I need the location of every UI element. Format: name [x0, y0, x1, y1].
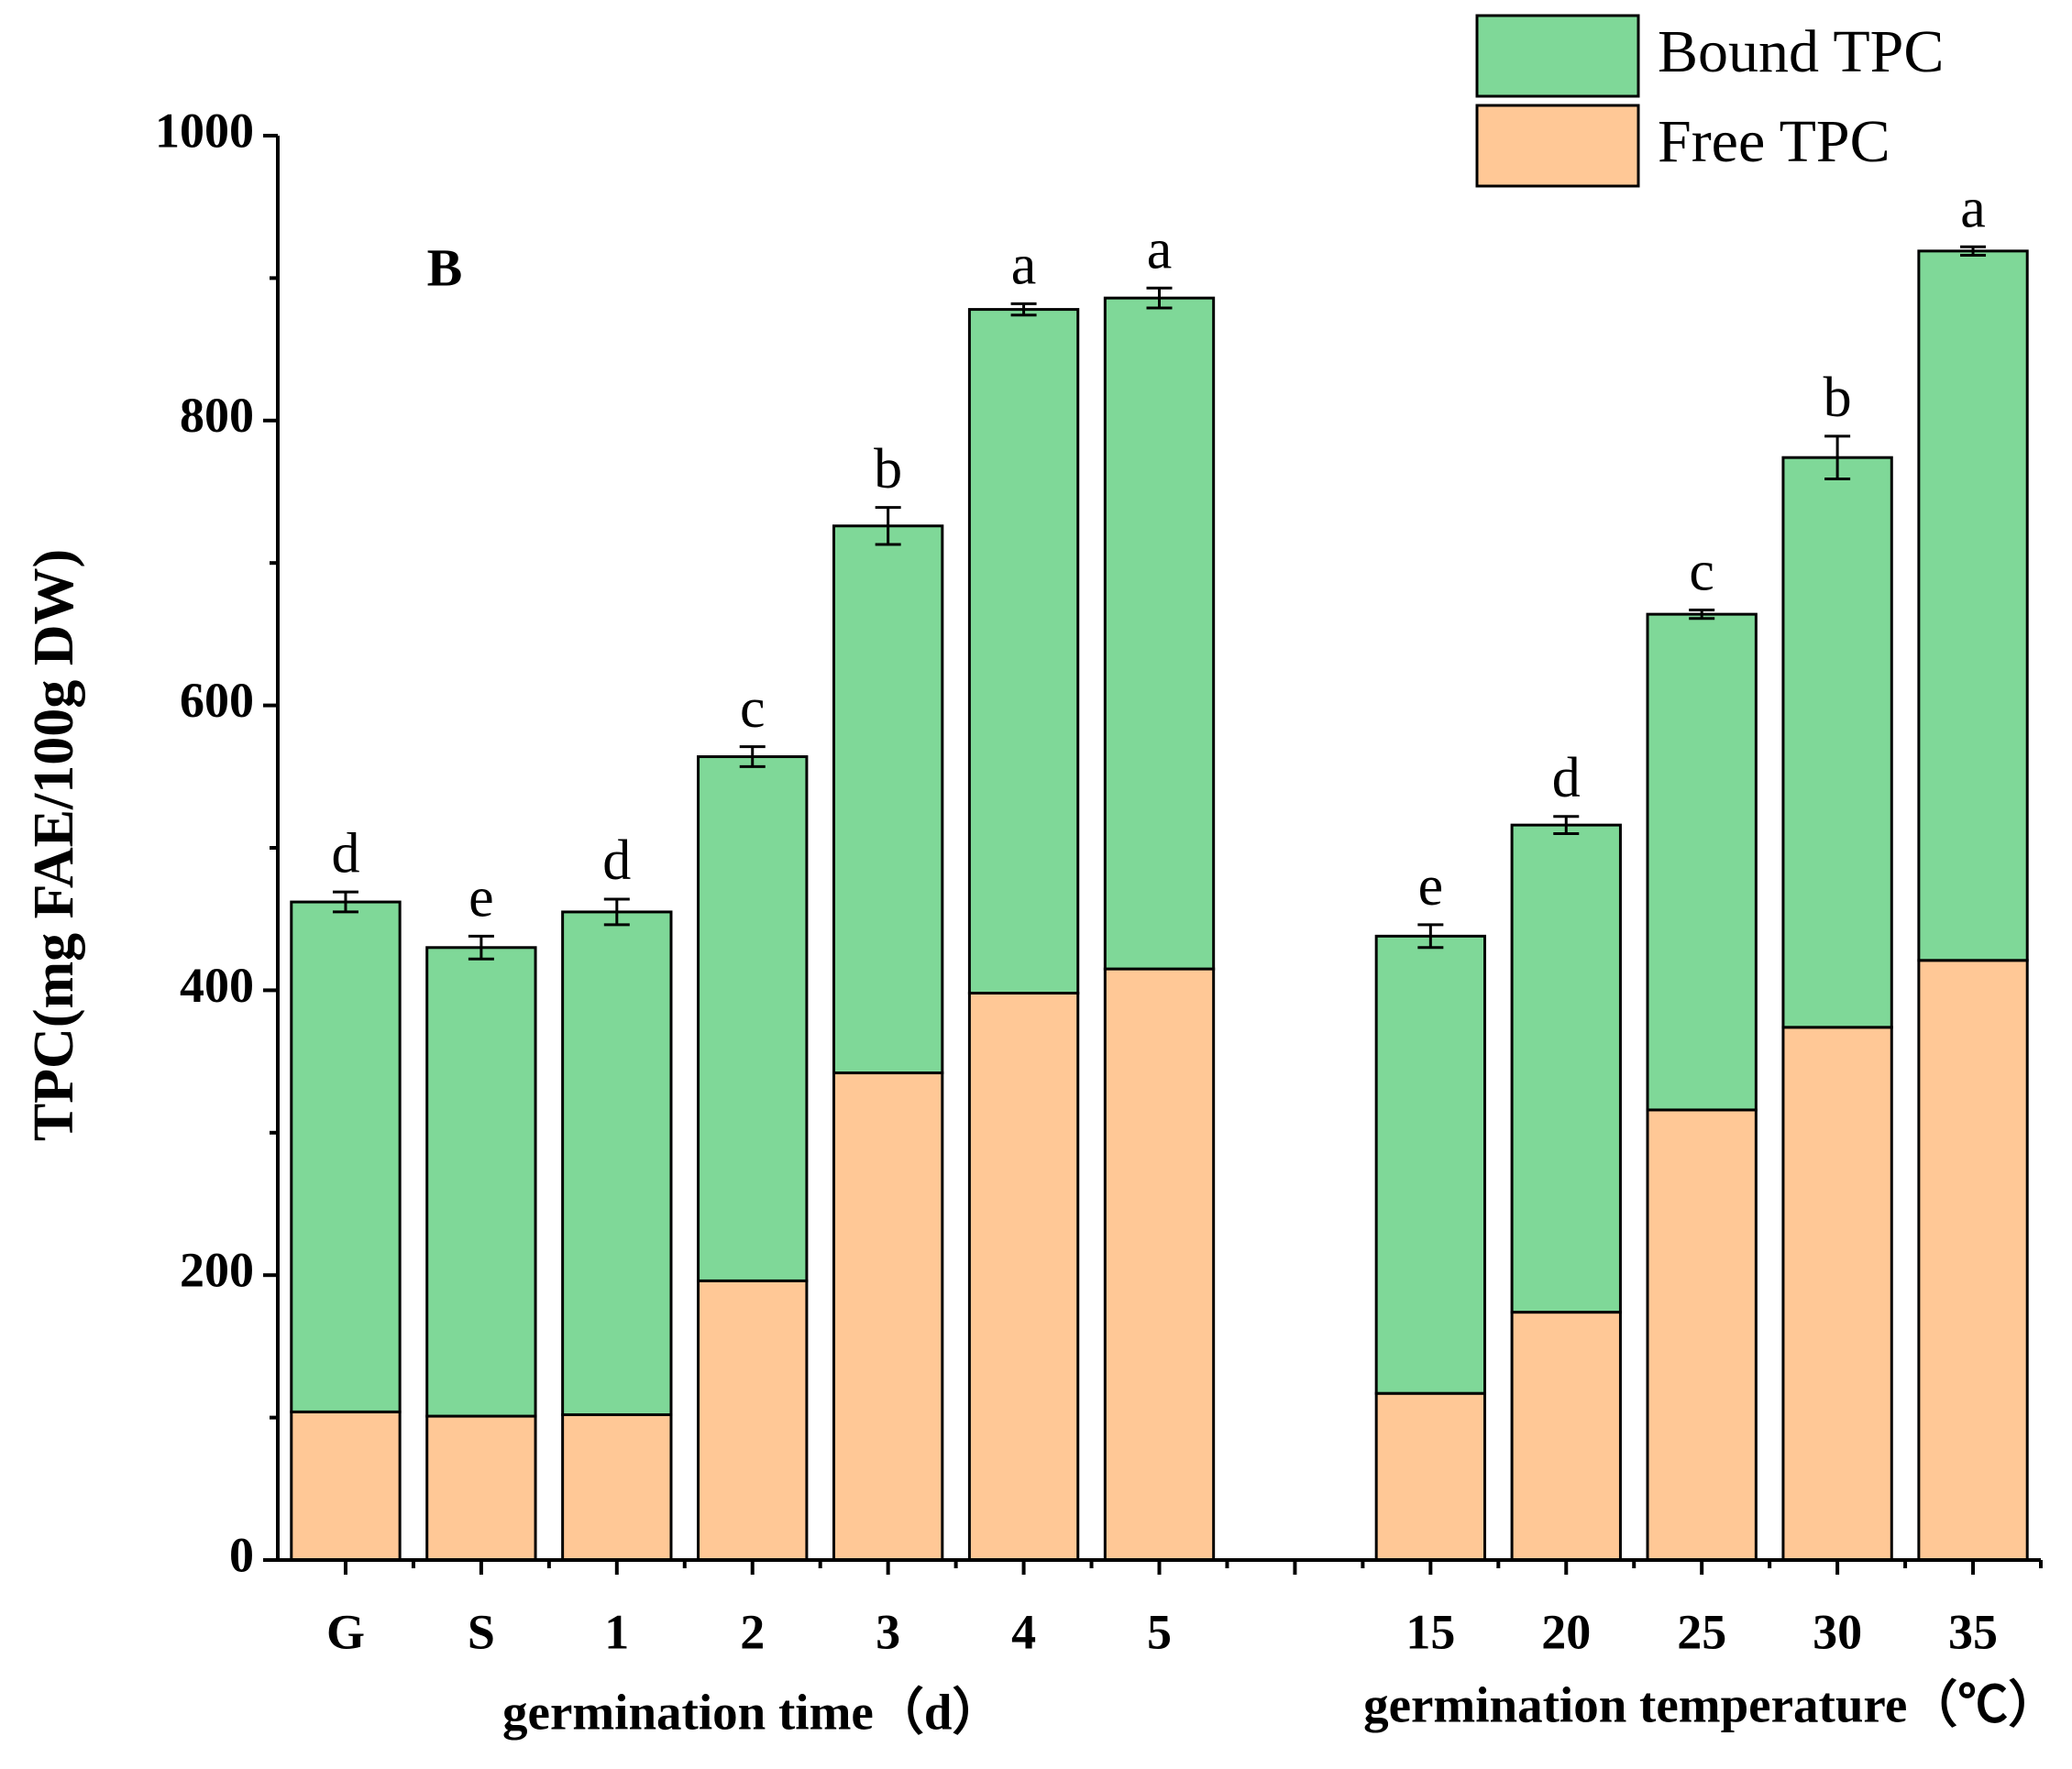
error-bar — [1553, 815, 1580, 835]
x-tick-label: 1 — [604, 1604, 629, 1659]
significance-letter: d — [1552, 747, 1581, 809]
bar-segment — [832, 524, 944, 1075]
error-bar — [468, 934, 494, 961]
error-bar — [1146, 286, 1173, 310]
significance-letter: a — [1147, 219, 1173, 281]
y-axis-title: TPC(mg FAE/100g DW) — [23, 549, 85, 1141]
significance-letter: c — [1689, 541, 1714, 603]
x-tick-label: 20 — [1541, 1604, 1591, 1659]
bar-segment — [1510, 1311, 1622, 1562]
bar-segment — [1917, 249, 2029, 962]
x-tick-label: 30 — [1813, 1604, 1862, 1659]
bar-segment — [1646, 612, 1758, 1112]
bar-segment — [1781, 456, 1893, 1029]
x-tick-label: 15 — [1405, 1604, 1455, 1659]
x-tick-label: 4 — [1011, 1604, 1036, 1659]
legend-swatch — [1475, 14, 1640, 98]
bar-segment — [697, 755, 809, 1282]
x-tick-label: 3 — [876, 1604, 900, 1659]
bar-segment — [1103, 296, 1216, 971]
y-tick-label: 1000 — [155, 103, 254, 158]
y-tick-label: 800 — [180, 388, 254, 443]
bar-segment — [290, 900, 402, 1413]
bar-segment — [1781, 1026, 1893, 1562]
bar-segment — [425, 1414, 537, 1562]
bar-segment — [561, 910, 673, 1416]
bar-segment — [1510, 823, 1622, 1314]
group-label: germination temperature（℃） — [1363, 1677, 2058, 1733]
legend-swatch — [1475, 104, 1640, 188]
x-tick-label: S — [468, 1604, 495, 1659]
y-tick-label: 600 — [180, 673, 254, 728]
error-bar — [1010, 302, 1037, 317]
x-tick-label: 2 — [740, 1604, 765, 1659]
significance-letter: d — [331, 822, 359, 884]
legend-label: Free TPC — [1658, 108, 1890, 175]
bar-segment — [561, 1412, 673, 1562]
significance-letter: e — [468, 867, 494, 929]
x-tick-label: 5 — [1147, 1604, 1172, 1659]
error-bar — [1417, 923, 1444, 950]
bar-segment — [1917, 959, 2029, 1562]
error-bar — [1689, 608, 1715, 621]
bar-segment — [1646, 1108, 1758, 1562]
bar-segment — [967, 308, 1080, 995]
bar-segment — [1374, 1391, 1487, 1562]
y-tick-label: 200 — [180, 1243, 254, 1298]
bar-segment — [967, 992, 1080, 1562]
error-bar — [875, 506, 901, 546]
bar-segment — [697, 1279, 809, 1562]
y-tick-label: 400 — [180, 958, 254, 1013]
legend-label: Bound TPC — [1658, 18, 1944, 85]
bar-segment — [1374, 934, 1487, 1395]
y-tick-label: 0 — [229, 1527, 254, 1582]
bar-segment — [290, 1410, 402, 1562]
error-bar — [739, 745, 766, 768]
error-bar — [1824, 434, 1851, 481]
group-label: germination time（d） — [502, 1685, 1002, 1741]
bar-segment — [425, 946, 537, 1418]
significance-letter: e — [1418, 855, 1444, 917]
bar-segment — [832, 1071, 944, 1562]
significance-letter: a — [1960, 177, 1986, 239]
panel-label: B — [427, 237, 463, 297]
x-tick-label: 25 — [1677, 1604, 1726, 1659]
significance-letter: c — [740, 677, 766, 740]
significance-letter: b — [1824, 367, 1852, 429]
error-bar — [332, 890, 358, 914]
significance-letter: a — [1011, 235, 1037, 297]
x-tick-label: 35 — [1948, 1604, 1998, 1659]
bar-segment — [1103, 967, 1216, 1562]
error-bar — [603, 897, 630, 927]
error-bar — [1960, 245, 1987, 258]
significance-letter: b — [874, 438, 902, 500]
x-tick-label: G — [326, 1604, 365, 1659]
significance-letter: d — [602, 830, 631, 892]
